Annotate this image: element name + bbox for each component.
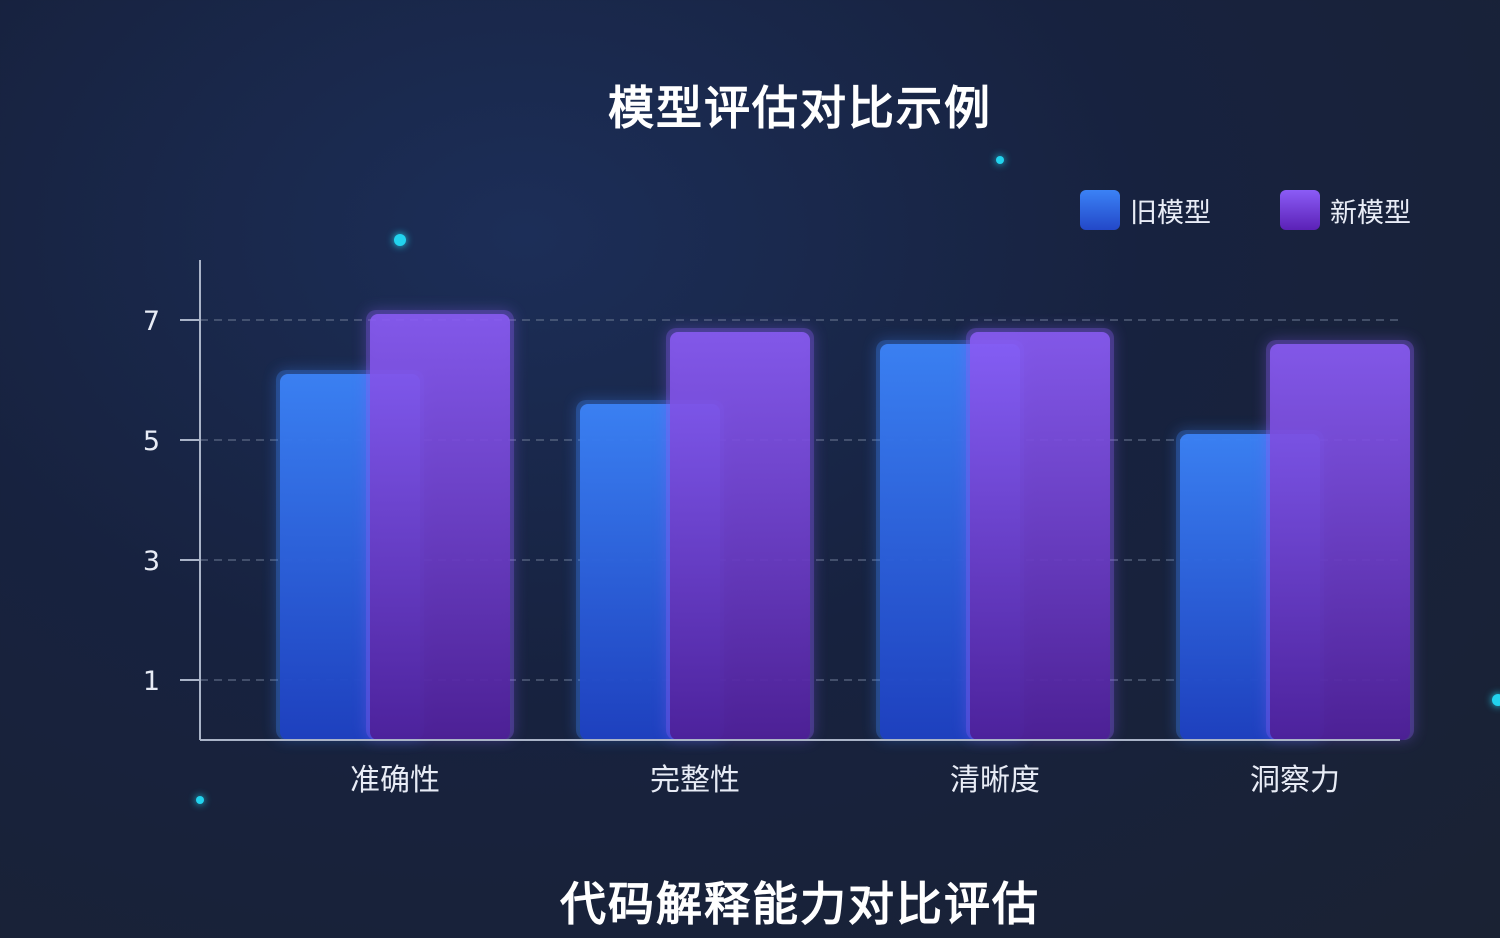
bar-new-model-3: [970, 332, 1110, 740]
x-tick-label: 完整性: [650, 763, 740, 798]
y-tick-label: 1: [143, 666, 160, 697]
legend-item-new-model: 新模型: [1280, 190, 1411, 230]
legend-item-old-model: 旧模型: [1080, 190, 1211, 230]
bar-new-model-4: [1270, 344, 1410, 740]
y-tick-label: 5: [143, 426, 160, 457]
x-tick-label: 清晰度: [950, 763, 1040, 798]
bar-new-model-1: [370, 314, 510, 740]
decorative-dot: [196, 796, 204, 804]
legend-label-old-model: 旧模型: [1130, 197, 1211, 229]
x-tick-label: 准确性: [350, 763, 440, 798]
chart-title: 模型评估对比示例: [608, 81, 992, 135]
legend-label-new-model: 新模型: [1330, 197, 1411, 229]
decorative-dot: [996, 156, 1004, 164]
bar-new-model-2: [670, 332, 810, 740]
y-tick-label: 7: [143, 306, 160, 337]
x-tick-label: 洞察力: [1250, 763, 1340, 798]
chart-caption: 代码解释能力对比评估: [560, 877, 1040, 931]
decorative-dot: [1492, 694, 1500, 706]
decorative-dot: [394, 234, 406, 246]
y-tick-label: 3: [143, 546, 160, 577]
legend-swatch-old-model: [1080, 190, 1120, 230]
legend-swatch-new-model: [1280, 190, 1320, 230]
